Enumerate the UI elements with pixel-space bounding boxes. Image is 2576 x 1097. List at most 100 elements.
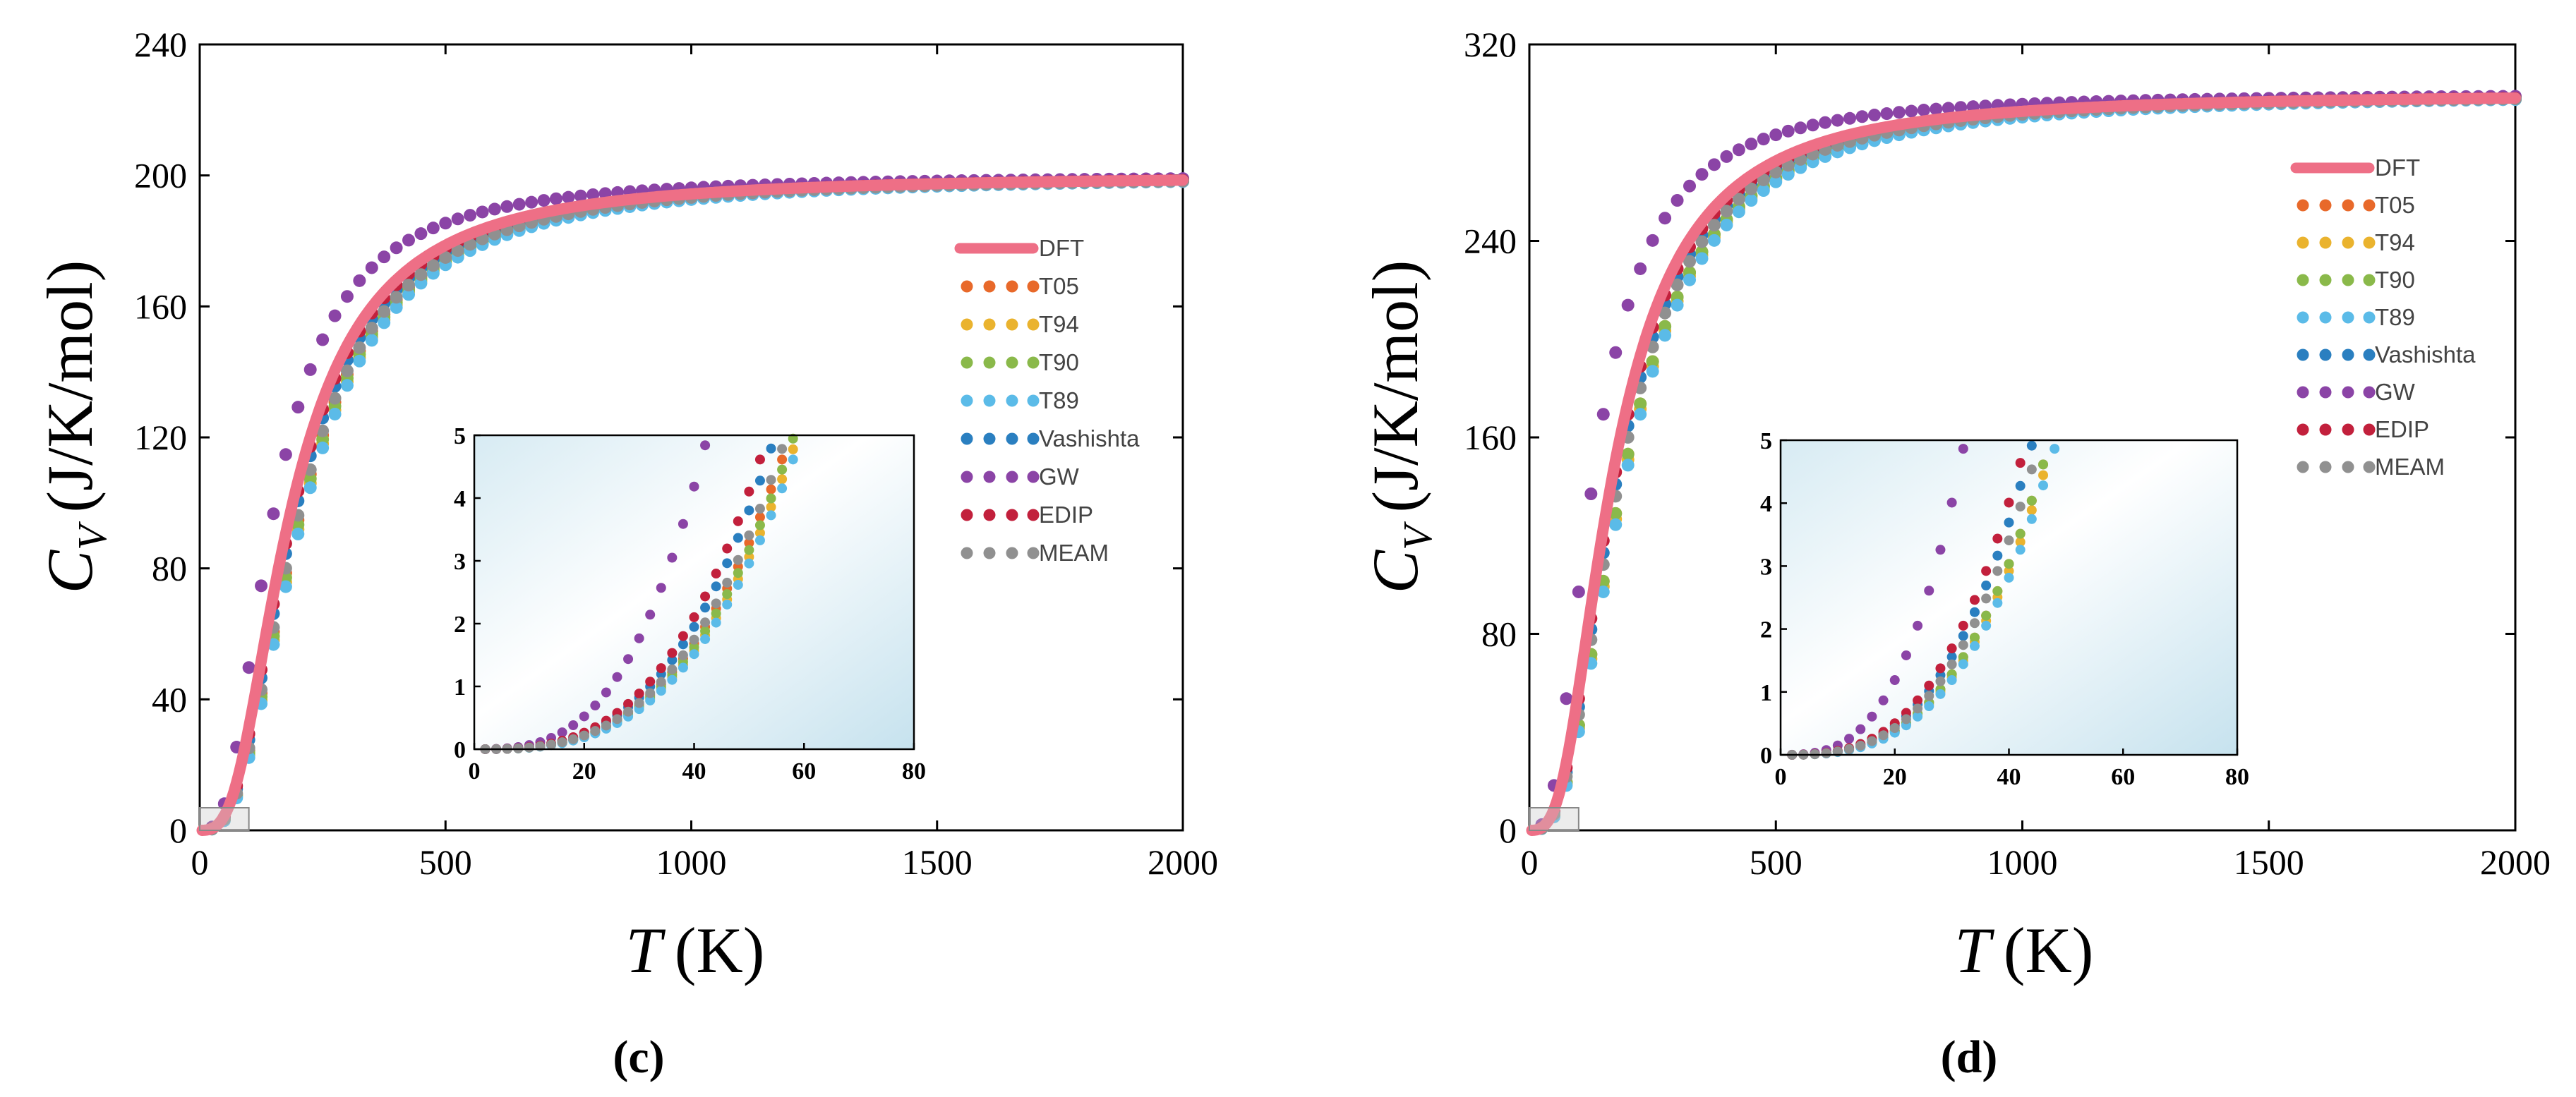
legend-swatch-dot	[1006, 280, 1018, 293]
legend-swatch-dot	[2342, 274, 2354, 286]
legend: DFT T05 T94 T90 T89 Vashishta GW EDIP MEAM	[2290, 154, 2476, 480]
data-point	[1695, 252, 1709, 265]
inset-data-point	[678, 639, 688, 650]
inset-data-point	[2038, 470, 2049, 480]
inset-x-tick-label: 40	[682, 758, 706, 784]
inset-data-point	[524, 742, 534, 753]
inset-data-point	[2015, 545, 2026, 555]
legend-swatch-dot	[983, 547, 996, 559]
legend-swatch-dot	[1006, 394, 1018, 407]
data-point	[353, 274, 366, 287]
inset-data-point	[744, 486, 754, 497]
inset-y-tick-label: 1	[1760, 680, 1772, 706]
inset-data-point	[1889, 722, 1900, 733]
inset-data-point	[700, 602, 711, 613]
inset-data-point	[766, 493, 776, 504]
data-point	[390, 241, 403, 255]
inset-data-point	[754, 512, 765, 523]
inset-data-point	[568, 720, 579, 731]
inset-data-point	[667, 664, 678, 674]
inset-data-point	[2050, 444, 2060, 454]
inset-x-tick-label: 20	[1883, 764, 1907, 790]
inset-data-point	[1969, 632, 1980, 643]
legend-swatch-dot	[2297, 349, 2309, 361]
zoom-region-marker	[199, 807, 250, 831]
inset-y-tick-label: 3	[1760, 554, 1772, 580]
data-point	[1867, 109, 1881, 122]
data-point	[1954, 101, 1968, 114]
legend-swatch-dot	[2342, 423, 2354, 436]
legend-label-gw: GW	[1039, 463, 1080, 490]
y-axis-unit: (J/K/mol)	[1359, 260, 1431, 513]
data-point	[303, 363, 317, 376]
inset-x-tick-label: 0	[469, 758, 481, 784]
legend-swatch-dot	[2319, 386, 2332, 399]
data-point	[1707, 234, 1721, 247]
inset-data-point	[579, 730, 589, 741]
inset-data-point	[744, 545, 754, 555]
inset-data-point	[2026, 514, 2037, 524]
y-axis-var: C	[1359, 549, 1431, 593]
inset-data-point	[612, 714, 622, 725]
data-point	[464, 209, 477, 222]
inset-data-point	[1969, 641, 1980, 651]
inset-data-point	[667, 655, 678, 665]
data-point	[242, 661, 255, 674]
data-point	[1671, 298, 1684, 312]
inset-data-point	[623, 654, 634, 665]
data-point	[439, 217, 452, 230]
data-point	[303, 472, 317, 485]
inset-data-point	[711, 608, 721, 619]
legend-swatch-dot	[961, 394, 973, 407]
data-point	[328, 392, 342, 405]
inset-chart: 0 20 40 60 80 0 1 2 3 4 5	[1760, 428, 2249, 790]
legend-swatch-dot	[1027, 509, 1040, 521]
legend-label-dft: DFT	[2375, 154, 2420, 181]
inset-x-tick-label: 80	[902, 758, 926, 784]
inset-x-tick-label: 20	[572, 758, 596, 784]
data-point	[562, 190, 575, 204]
legend-swatch-dot	[2363, 423, 2376, 436]
data-point	[1659, 320, 1672, 333]
data-point	[1609, 346, 1623, 359]
legend-swatch-dot	[2319, 236, 2332, 249]
data-point	[476, 205, 489, 219]
legend-label-vashishta: Vashishta	[2375, 341, 2476, 368]
inset-data-point	[788, 433, 798, 444]
inset-data-point	[1901, 714, 1911, 725]
inset-data-point	[1958, 659, 1968, 669]
legend-swatch-dot	[1027, 394, 1040, 407]
inset-y-tick-label: 0	[1760, 743, 1772, 769]
data-point	[451, 212, 464, 226]
y-tick-label: 240	[1464, 222, 1517, 261]
data-point	[1683, 273, 1697, 286]
data-point	[1720, 218, 1733, 231]
inset-data-point	[1981, 593, 1992, 604]
legend-swatch-dot	[1006, 471, 1018, 483]
legend-swatch-dot	[2342, 461, 2354, 473]
data-point	[1621, 447, 1635, 461]
legend-swatch-dot	[2297, 386, 2309, 399]
inset-data-point	[678, 519, 688, 529]
inset-data-point	[656, 663, 666, 674]
inset-data-point	[1935, 689, 1946, 699]
data-point	[426, 222, 440, 235]
panel-caption: (d)	[1941, 1031, 1998, 1083]
legend-swatch-dot	[1006, 318, 1018, 331]
data-point	[1720, 205, 1733, 218]
series-dft-line	[1526, 92, 2521, 836]
inset-data-point	[754, 535, 765, 545]
inset-x-tick-label: 0	[1775, 764, 1787, 790]
y-tick-label: 0	[169, 811, 187, 850]
inset-data-point	[766, 443, 776, 454]
inset-x-tick-label: 40	[1997, 764, 2021, 790]
inset-data-point	[2004, 572, 2014, 583]
data-point	[402, 234, 416, 247]
data-point	[340, 364, 354, 377]
inset-y-tick-label: 4	[1760, 491, 1772, 517]
data-point	[316, 424, 330, 437]
data-point	[1646, 365, 1659, 378]
legend-swatch-dot	[961, 509, 973, 521]
inset-data-point	[777, 464, 788, 475]
data-point	[1634, 397, 1647, 411]
